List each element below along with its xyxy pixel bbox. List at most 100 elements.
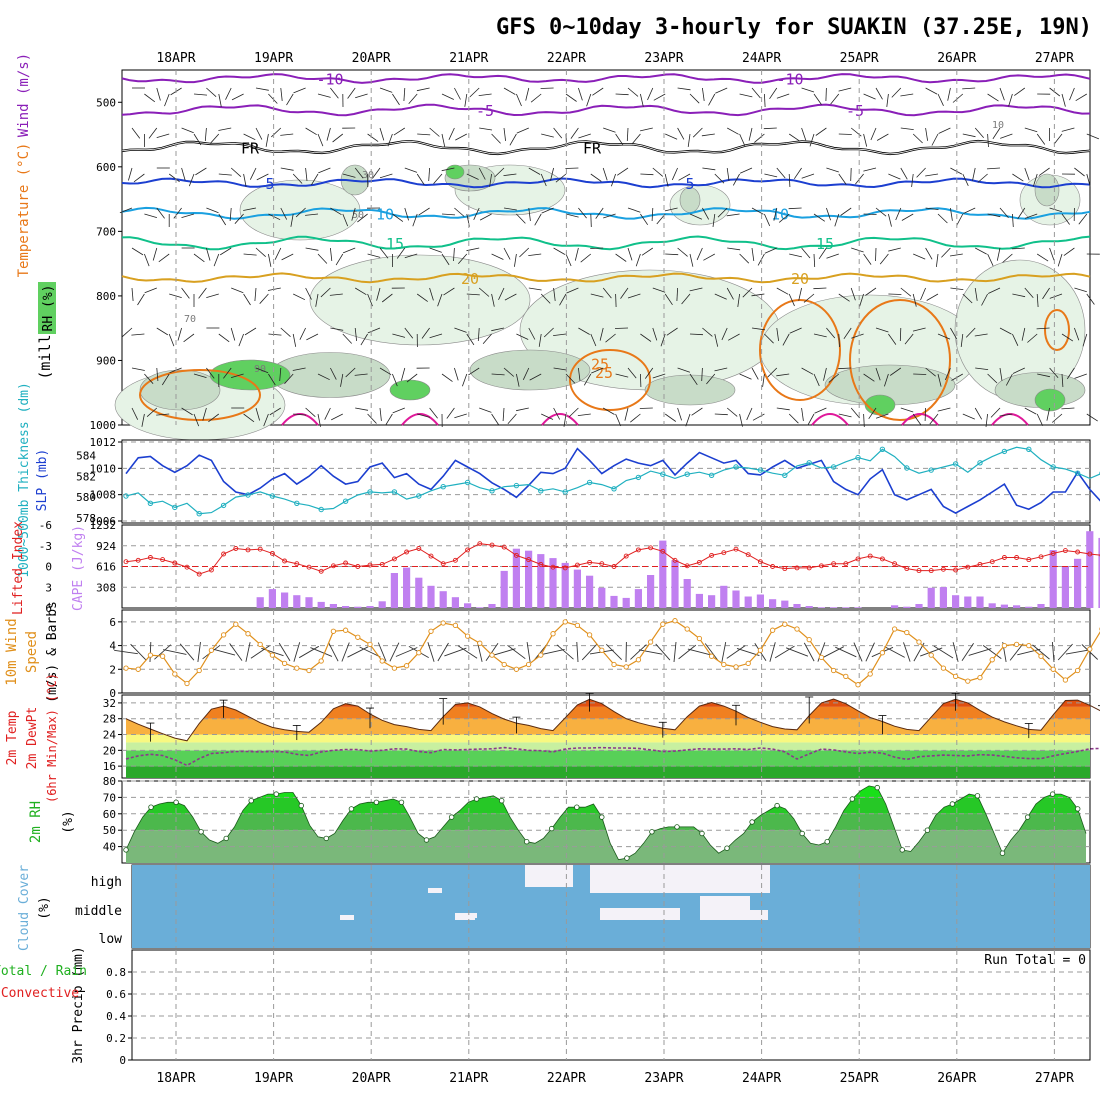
wind-barb-66-0 <box>947 87 951 101</box>
rh-point-33 <box>398 799 405 805</box>
wind-barb-16-3 <box>330 207 342 216</box>
wind-barb-12-1 <box>271 127 282 138</box>
wind-barb-10-0 <box>255 87 269 91</box>
sfc-barb-70 <box>968 648 992 656</box>
wind-barb-16-0 <box>330 87 339 99</box>
wind-barb-18-8 <box>355 407 369 411</box>
wind-barb-54-7 <box>801 367 814 375</box>
cape-bar-11 <box>256 597 264 608</box>
cloud-gap-6 <box>428 888 442 893</box>
wind-barb-9-8 <box>243 413 255 423</box>
wind10-point-67 <box>940 665 947 671</box>
rh-point-12 <box>223 835 229 842</box>
isotherm-label-5: 15 <box>386 235 404 253</box>
li-point-15 <box>306 564 312 570</box>
wind-barb-42-5 <box>652 287 666 293</box>
isotherm-label-0: -10 <box>316 70 343 88</box>
rh-point-66 <box>674 824 680 830</box>
wind-barb-5-6 <box>183 333 195 343</box>
rh-point-3 <box>148 804 154 810</box>
wind-barb-56-0 <box>825 87 827 102</box>
wind-barb-14-1 <box>305 127 317 136</box>
li-point-40 <box>611 564 617 569</box>
wind-barb-22-7 <box>401 367 406 381</box>
cape-bar-80 <box>1098 537 1100 608</box>
wind-barb-50-2 <box>739 167 753 174</box>
wind-barb-15-5 <box>315 293 319 307</box>
wind-barb-56-1 <box>815 127 827 136</box>
wind-barb-43-2 <box>664 173 669 187</box>
wind-barb-56-4 <box>818 247 827 260</box>
p5-minmax-label: (6hr Min/Max) (°C) <box>45 673 59 803</box>
wind-barb-64-7 <box>925 367 936 377</box>
wind10-point-26 <box>440 620 446 626</box>
wind-barb-55-2 <box>801 173 815 179</box>
wind-barb-59-8 <box>863 413 865 428</box>
wind-barb-29-6 <box>482 333 492 345</box>
wind-barb-13-4 <box>281 253 294 261</box>
li-point-34 <box>538 561 544 567</box>
cloud-gap-1 <box>590 865 770 893</box>
wind10-point-43 <box>647 639 654 645</box>
p1-wind-label: Wind (m/s) <box>16 53 32 137</box>
cape-bar-13 <box>281 592 289 608</box>
wind-barb-69-3 <box>987 213 1001 218</box>
wind10-point-24 <box>416 650 422 656</box>
wind-barb-36-8 <box>568 407 579 418</box>
wind-barb-72-5 <box>1024 287 1034 299</box>
wind10-point-46 <box>684 626 690 632</box>
wind-barb-38-6 <box>599 327 604 341</box>
wind10-point-1 <box>135 666 141 672</box>
thickness-point-66 <box>928 467 934 473</box>
wind-barb-11-2 <box>256 173 269 181</box>
wind-barb-61-3 <box>888 213 892 227</box>
ytick-label-1-5: 1000 <box>90 419 117 432</box>
li-point-2 <box>147 555 153 560</box>
wind-barb-24-2 <box>428 167 430 182</box>
wind-barb-26-1 <box>448 127 455 140</box>
isotherm-fr-core <box>121 140 1091 155</box>
cape-bar-76 <box>1049 550 1057 608</box>
li-point-27 <box>452 557 458 563</box>
wind-barb-76-0 <box>1069 87 1075 101</box>
sfc-barb-1 <box>130 643 147 661</box>
sfc-barb-50 <box>726 645 746 659</box>
thickness-point-20 <box>367 489 373 495</box>
wind-barb-35-2 <box>555 173 567 183</box>
isotherm-label-b-0: -10 <box>776 70 803 88</box>
wind10-point-31 <box>501 661 507 668</box>
wind-barb-60-5 <box>865 287 877 296</box>
wind-barb-46-8 <box>691 407 703 416</box>
cape-tick-label-2: 924 <box>96 540 116 553</box>
thickness-point-46 <box>684 471 690 477</box>
wind-barb-14-4 <box>305 247 319 251</box>
rh-label-2: 70 <box>184 314 196 325</box>
li-point-58 <box>831 561 837 567</box>
wind-barb-52-5 <box>776 287 789 295</box>
temp-band-0 <box>126 766 1090 778</box>
li-point-61 <box>867 553 873 559</box>
wind-barb-34-4 <box>553 247 566 255</box>
li-point-43 <box>648 545 654 551</box>
cloud-gap-0 <box>525 865 573 887</box>
cape-bar-23 <box>403 567 411 608</box>
li-point-45 <box>672 557 678 563</box>
wind-barb-51-7 <box>762 373 765 387</box>
wind10-point-11 <box>257 641 263 648</box>
wind-barb-4-2 <box>181 167 186 181</box>
thickness-point-60 <box>855 454 861 461</box>
wind-barb-65-0 <box>937 93 944 106</box>
wind-barb-44-5 <box>676 287 678 302</box>
wind-barb-33-8 <box>541 413 554 420</box>
wind10-point-78 <box>1074 667 1081 674</box>
wind-barb-17-1 <box>332 133 344 143</box>
wind-barb-74-5 <box>1042 287 1050 300</box>
wind10-point-65 <box>916 639 922 645</box>
wind-barb-45-2 <box>678 173 691 181</box>
wind10-point-48 <box>708 653 715 659</box>
wind-barb-77-2 <box>1086 173 1091 187</box>
wind-barb-36-7 <box>578 367 581 381</box>
wind-barb-36-0 <box>578 87 583 101</box>
ytick-label-2-slp0: 1006 <box>90 515 117 528</box>
wind-barb-58-4 <box>851 247 864 253</box>
